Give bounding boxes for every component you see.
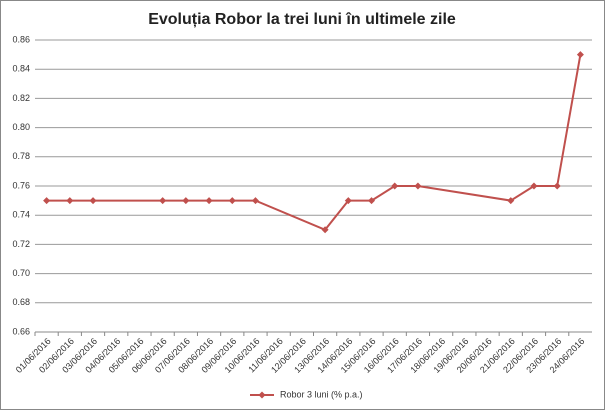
point xyxy=(414,182,422,190)
legend-marker xyxy=(258,391,266,399)
point xyxy=(228,197,236,205)
point xyxy=(182,197,190,205)
y-tick-label: 0.78 xyxy=(12,151,30,161)
y-tick-label: 0.68 xyxy=(12,297,30,307)
y-tick-label: 0.74 xyxy=(12,210,30,220)
point xyxy=(530,182,538,190)
y-tick-label: 0.80 xyxy=(12,122,30,132)
chart-title: Evoluția Robor la trei luni în ultimele … xyxy=(148,11,456,28)
point xyxy=(321,226,329,234)
point xyxy=(576,51,584,59)
point xyxy=(344,197,352,205)
y-tick-label: 0.70 xyxy=(12,268,30,278)
point xyxy=(507,197,515,205)
point xyxy=(66,197,74,205)
point xyxy=(159,197,167,205)
legend-label: Robor 3 luni (% p.a.) xyxy=(280,389,363,399)
y-tick-label: 0.84 xyxy=(12,64,30,74)
y-tick-label: 0.82 xyxy=(12,93,30,103)
point xyxy=(205,197,213,205)
point xyxy=(251,197,259,205)
point xyxy=(368,197,376,205)
point xyxy=(391,182,399,190)
y-tick-label: 0.86 xyxy=(12,34,30,44)
y-tick-label: 0.66 xyxy=(12,326,30,336)
point xyxy=(89,197,97,205)
y-tick-label: 0.76 xyxy=(12,180,30,190)
y-tick-label: 0.72 xyxy=(12,239,30,249)
point xyxy=(43,197,51,205)
point xyxy=(553,182,561,190)
